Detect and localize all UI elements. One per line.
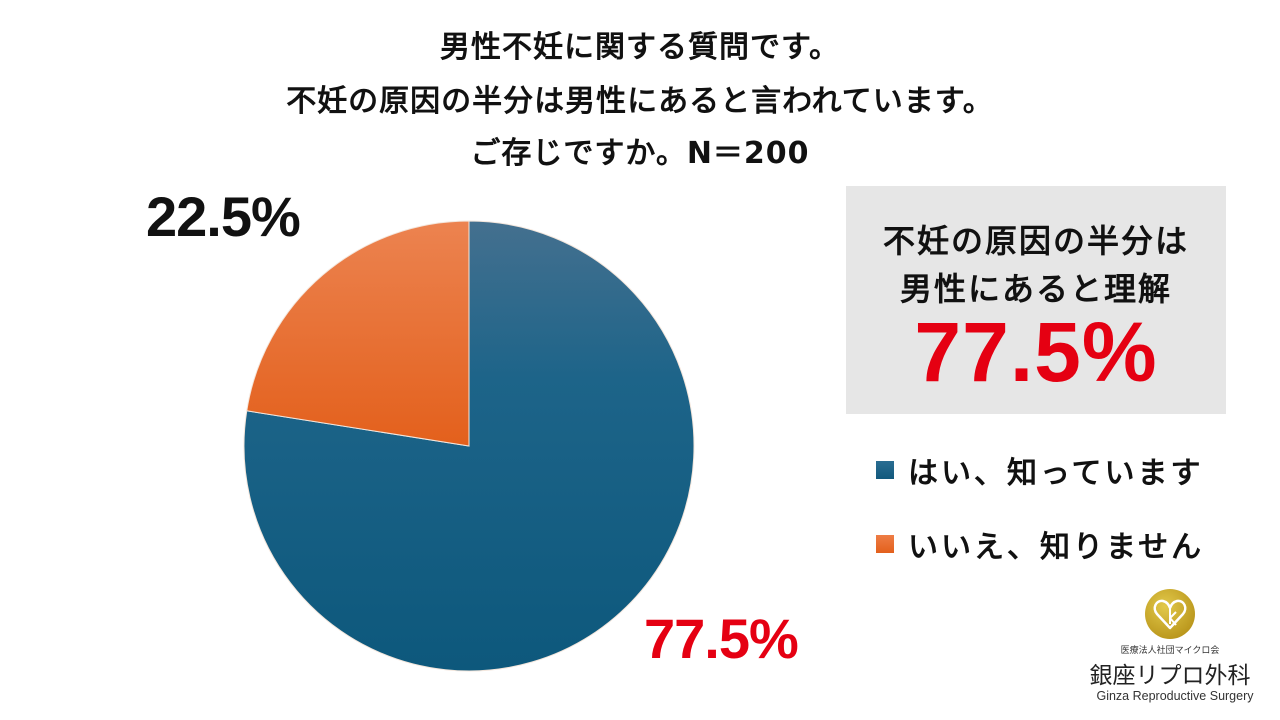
pie-label-no: 22.5% [146, 185, 301, 248]
summary-callout: 不妊の原因の半分は 男性にあると理解 77.5% [846, 186, 1226, 414]
legend-label-yes: はい、知っています [908, 456, 1204, 491]
title-line-2: 不妊の原因の半分は男性にあると言われています。 [286, 84, 994, 119]
callout-line-2: 男性にあると理解 [899, 270, 1172, 308]
heart-badge-icon [1145, 589, 1195, 639]
callout-value: 77.5% [914, 305, 1158, 399]
logo-clinic-name: 銀座リプロ外科 [1089, 663, 1251, 689]
pie-slice-no [246, 220, 470, 447]
legend-item-no: いいえ、知りません [876, 524, 1205, 565]
legend-swatch-no [876, 535, 894, 553]
pie-label-yes: 77.5% [644, 607, 799, 670]
callout-line-1: 不妊の原因の半分は [882, 222, 1189, 260]
title-line-3: ご存じですか。N＝200 [470, 136, 810, 171]
legend-item-yes: はい、知っています [876, 450, 1204, 491]
legend-label-no: いいえ、知りません [908, 530, 1205, 565]
logo-clinic-name-en: Ginza Reproductive Surgery [1096, 689, 1254, 703]
legend-swatch-yes [876, 461, 894, 479]
clinic-logo: 医療法人社団マイクロ会 銀座リプロ外科 Ginza Reproductive S… [1080, 588, 1280, 718]
logo-org-name: 医療法人社団マイクロ会 [1120, 646, 1220, 656]
pie-slice-yes [243, 220, 695, 672]
title-line-1: 男性不妊に関する質問です。 [440, 30, 840, 65]
